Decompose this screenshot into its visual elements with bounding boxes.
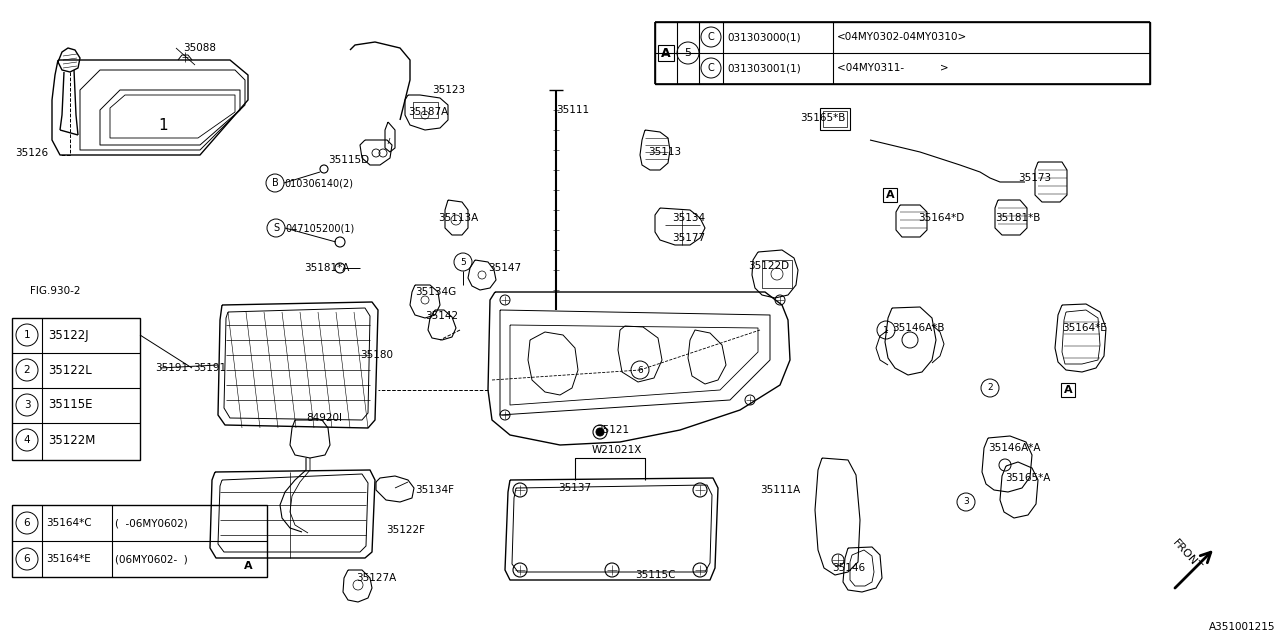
Text: 35164*E: 35164*E xyxy=(46,554,91,564)
Text: 1: 1 xyxy=(883,326,888,335)
Text: 35134F: 35134F xyxy=(415,485,454,495)
Text: 35115D: 35115D xyxy=(328,155,369,165)
Text: S: S xyxy=(273,223,279,233)
Text: 6: 6 xyxy=(24,554,31,564)
Text: 35146A*A: 35146A*A xyxy=(988,443,1041,453)
Text: 35142: 35142 xyxy=(425,311,458,321)
Text: 35137: 35137 xyxy=(558,483,591,493)
Text: FRONT: FRONT xyxy=(1170,538,1203,572)
Text: A: A xyxy=(1064,385,1073,395)
Text: 35122L: 35122L xyxy=(49,364,92,376)
Text: 35088: 35088 xyxy=(183,43,216,53)
Text: <04MY0311-           >: <04MY0311- > xyxy=(837,63,948,73)
Text: 6: 6 xyxy=(24,518,31,528)
Text: A351001215: A351001215 xyxy=(1208,622,1275,632)
Text: 1: 1 xyxy=(24,330,31,340)
Text: 35113: 35113 xyxy=(648,147,681,157)
Text: 35122J: 35122J xyxy=(49,328,88,342)
Text: 35111: 35111 xyxy=(556,105,589,115)
Text: 3: 3 xyxy=(24,400,31,410)
Text: 35177: 35177 xyxy=(672,233,705,243)
Text: C: C xyxy=(708,32,714,42)
Text: 35134: 35134 xyxy=(672,213,705,223)
Text: 35121: 35121 xyxy=(596,425,630,435)
Text: 2: 2 xyxy=(987,383,993,392)
Text: B: B xyxy=(271,178,278,188)
Text: <04MY0302-04MY0310>: <04MY0302-04MY0310> xyxy=(837,32,968,42)
Text: 35127A: 35127A xyxy=(356,573,397,583)
Text: (06MY0602-  ): (06MY0602- ) xyxy=(115,554,188,564)
Text: 1: 1 xyxy=(159,118,168,132)
Text: 35191: 35191 xyxy=(155,363,188,373)
Text: 35147: 35147 xyxy=(488,263,521,273)
Text: 35181*A: 35181*A xyxy=(305,263,349,273)
Text: 35181*B: 35181*B xyxy=(995,213,1041,223)
Bar xyxy=(658,45,675,61)
Bar xyxy=(883,188,897,202)
Text: 35146A*B: 35146A*B xyxy=(892,323,945,333)
Text: 35165*A: 35165*A xyxy=(1005,473,1051,483)
Text: 047105200(1): 047105200(1) xyxy=(285,223,355,233)
Text: 031303000(1): 031303000(1) xyxy=(727,32,800,42)
Text: 35187A: 35187A xyxy=(408,107,448,117)
Text: 84920I: 84920I xyxy=(306,413,342,423)
Text: 35115C: 35115C xyxy=(635,570,676,580)
Text: 5: 5 xyxy=(685,48,691,58)
Text: 35122F: 35122F xyxy=(387,525,425,535)
Text: 35122M: 35122M xyxy=(49,433,96,447)
Text: 35146: 35146 xyxy=(832,563,865,573)
Text: 35173: 35173 xyxy=(1018,173,1051,183)
Bar xyxy=(655,22,1149,84)
Text: FIG.930-2: FIG.930-2 xyxy=(29,286,81,296)
Text: 35122D: 35122D xyxy=(748,261,790,271)
Text: 35111A: 35111A xyxy=(760,485,800,495)
Text: 35164*C: 35164*C xyxy=(46,518,92,528)
Text: 3: 3 xyxy=(963,497,969,506)
Bar xyxy=(1061,383,1075,397)
Text: A: A xyxy=(886,190,895,200)
Text: C: C xyxy=(708,63,714,73)
Bar xyxy=(823,111,847,127)
Text: 35126: 35126 xyxy=(15,148,49,158)
Text: 35191: 35191 xyxy=(193,363,227,373)
Text: 35165*B: 35165*B xyxy=(800,113,845,123)
Text: 35134G: 35134G xyxy=(415,287,456,297)
Text: 031303001(1): 031303001(1) xyxy=(727,63,801,73)
Text: 5: 5 xyxy=(460,257,466,266)
Bar xyxy=(820,108,850,130)
Text: 35115E: 35115E xyxy=(49,399,92,412)
Text: 35180: 35180 xyxy=(360,350,393,360)
Text: 2: 2 xyxy=(24,365,31,375)
Text: (  -06MY0602): ( -06MY0602) xyxy=(115,518,188,528)
Text: 6: 6 xyxy=(637,365,643,374)
Text: 35164*D: 35164*D xyxy=(918,213,964,223)
Text: 4: 4 xyxy=(24,435,31,445)
Text: 35123: 35123 xyxy=(433,85,465,95)
Text: A: A xyxy=(662,47,671,60)
Text: 010306140(2): 010306140(2) xyxy=(284,178,353,188)
Text: 35113A: 35113A xyxy=(438,213,479,223)
Bar xyxy=(12,505,268,577)
Text: A: A xyxy=(243,561,252,571)
Circle shape xyxy=(596,428,604,436)
Bar xyxy=(241,559,255,573)
Bar xyxy=(12,318,140,460)
Text: 35164*E: 35164*E xyxy=(1062,323,1107,333)
Text: W21021X: W21021X xyxy=(593,445,643,455)
